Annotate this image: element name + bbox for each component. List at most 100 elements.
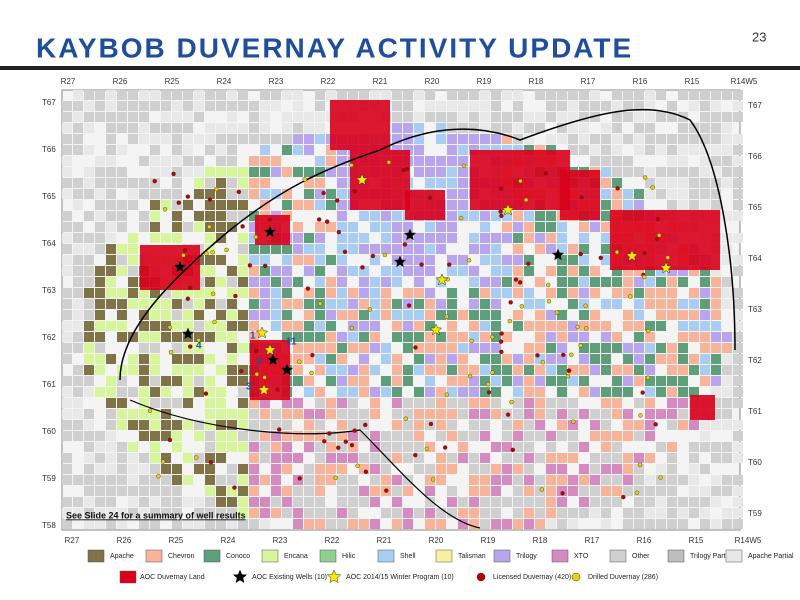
land-parcel [491, 244, 501, 254]
existing-well [280, 363, 294, 376]
land-parcel [150, 145, 160, 155]
land-parcel [689, 486, 699, 496]
land-parcel [238, 519, 248, 529]
land-parcel [480, 464, 490, 474]
land-parcel [227, 145, 237, 155]
land-parcel [106, 167, 116, 177]
land-parcel [293, 409, 303, 419]
land-parcel [293, 332, 303, 342]
land-parcel [612, 101, 622, 111]
land-parcel [95, 266, 105, 276]
land-parcel [293, 123, 303, 133]
land-parcel [282, 167, 292, 177]
land-parcel [304, 134, 314, 144]
land-parcel [238, 288, 248, 298]
land-parcel [711, 277, 721, 287]
land-parcel [359, 266, 369, 276]
land-parcel [557, 365, 567, 375]
land-parcel [458, 156, 468, 166]
well-dot [352, 428, 357, 433]
land-parcel [161, 233, 171, 243]
land-parcel [260, 145, 270, 155]
land-parcel [150, 475, 160, 485]
land-parcel [293, 321, 303, 331]
land-parcel [315, 431, 325, 441]
land-parcel [568, 409, 578, 419]
land-parcel [304, 420, 314, 430]
land-parcel [227, 321, 237, 331]
land-parcel [700, 442, 710, 452]
land-parcel [656, 189, 666, 199]
land-parcel [62, 112, 72, 122]
land-parcel [502, 255, 512, 265]
land-parcel [337, 508, 347, 518]
land-parcel [458, 387, 468, 397]
land-parcel [304, 409, 314, 419]
land-parcel [106, 398, 116, 408]
land-parcel [689, 90, 699, 100]
land-parcel [557, 486, 567, 496]
land-parcel [678, 145, 688, 155]
land-parcel [403, 266, 413, 276]
land-parcel [216, 453, 226, 463]
land-parcel [315, 519, 325, 529]
land-parcel [458, 398, 468, 408]
township-label: T61 [42, 380, 56, 389]
land-parcel [722, 420, 732, 430]
range-label: R18 [533, 536, 548, 545]
land-parcel [623, 508, 633, 518]
land-parcel [425, 156, 435, 166]
land-parcel [612, 266, 622, 276]
land-parcel [216, 409, 226, 419]
land-parcel [513, 90, 523, 100]
land-parcel [447, 398, 457, 408]
land-parcel [425, 244, 435, 254]
land-parcel [337, 288, 347, 298]
range-label: R14W5 [731, 77, 758, 86]
land-parcel [579, 266, 589, 276]
land-parcel [425, 475, 435, 485]
land-parcel [282, 255, 292, 265]
land-parcel [161, 497, 171, 507]
land-parcel [260, 453, 270, 463]
land-parcel [381, 211, 391, 221]
land-parcel [326, 431, 336, 441]
legend-label: Apache [110, 553, 134, 560]
land-parcel [194, 321, 204, 331]
land-parcel [469, 299, 479, 309]
well-dot [239, 368, 244, 374]
range-label: R27 [65, 536, 80, 545]
land-parcel [535, 277, 545, 287]
legend-swatch [667, 549, 685, 563]
land-parcel [183, 332, 193, 342]
land-parcel [590, 112, 600, 122]
land-parcel [128, 365, 138, 375]
land-parcel [117, 90, 127, 100]
land-parcel [502, 354, 512, 364]
land-parcel [689, 387, 699, 397]
land-parcel [95, 288, 105, 298]
land-parcel [172, 508, 182, 518]
land-parcel [238, 200, 248, 210]
land-parcel [601, 519, 611, 529]
land-parcel [436, 299, 446, 309]
land-parcel [447, 156, 457, 166]
well-dot [561, 352, 566, 358]
land-parcel [447, 332, 457, 342]
well-dot [598, 255, 603, 261]
land-parcel [161, 486, 171, 496]
land-parcel [326, 332, 336, 342]
land-parcel [315, 343, 325, 353]
land-parcel [172, 288, 182, 298]
land-parcel [557, 431, 567, 441]
land-parcel [579, 321, 589, 331]
land-parcel [216, 442, 226, 452]
land-parcel [711, 310, 721, 320]
land-parcel [425, 167, 435, 177]
well-dot [584, 326, 589, 331]
land-parcel [469, 519, 479, 529]
land-parcel [546, 134, 556, 144]
land-parcel [216, 134, 226, 144]
land-parcel [733, 420, 743, 430]
aoc-land [690, 395, 715, 420]
